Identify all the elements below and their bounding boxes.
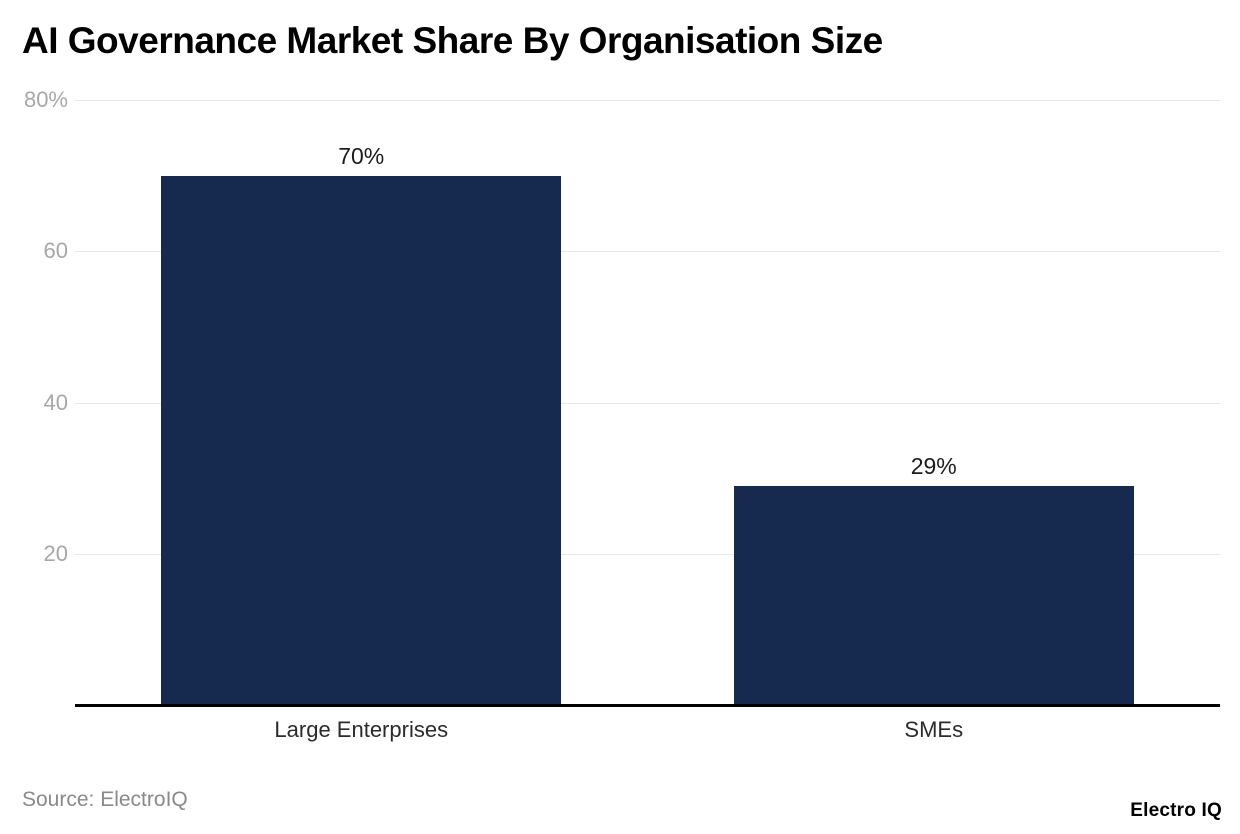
bar-value-label: 70% — [338, 142, 385, 169]
gridline-40 — [75, 402, 1220, 404]
gridline-20 — [75, 553, 1220, 555]
source-note: Source: ElectroIQ — [22, 788, 188, 811]
bar-value-label: 29% — [910, 452, 957, 479]
gridline-60 — [75, 251, 1220, 253]
gridline-80 — [75, 100, 1220, 101]
brand-logo: Electro IQ — [1130, 800, 1222, 821]
y-tick-label-40: 40 — [43, 389, 68, 415]
y-tick-label-80: 80% — [23, 87, 68, 112]
bar-large-enterprises — [161, 175, 562, 705]
bar-smes — [733, 485, 1134, 705]
y-tick-label-60: 60 — [43, 238, 68, 264]
x-axis-label: SMEs — [904, 717, 964, 742]
chart-title: AI Governance Market Share By Organisati… — [22, 20, 883, 61]
x-axis-line — [75, 704, 1220, 707]
y-tick-label-20: 20 — [43, 540, 68, 566]
x-axis-label: Large Enterprises — [274, 717, 449, 742]
